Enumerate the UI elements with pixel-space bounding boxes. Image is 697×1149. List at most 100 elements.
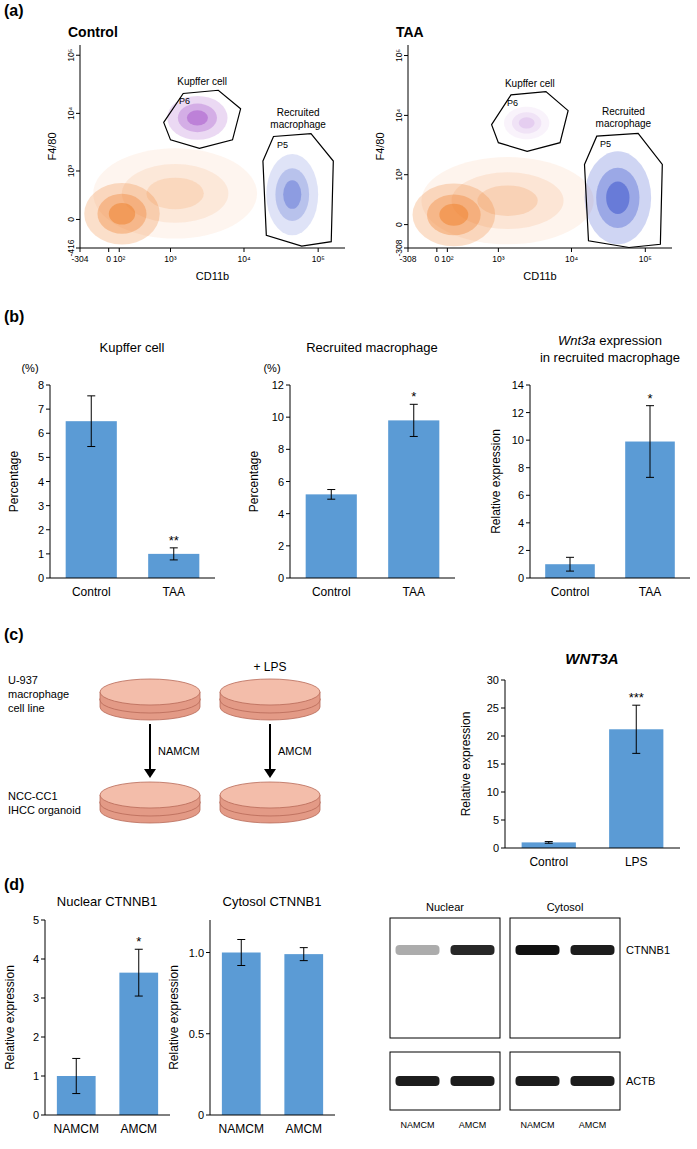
y-axis	[408, 45, 409, 248]
y-tick	[526, 550, 530, 551]
y-tick-label: -416	[66, 239, 76, 256]
y-tick	[501, 736, 505, 737]
diagram: U-937macrophagecell line+ LPSNAMCMAMCMNC…	[8, 660, 320, 823]
y-tick-label: 0	[38, 572, 44, 584]
blot-band	[451, 1076, 495, 1086]
blot-band	[571, 1076, 615, 1086]
y-tick	[76, 219, 80, 220]
y-tick-label: 14	[512, 379, 524, 391]
y-tick-label: 4	[33, 953, 39, 965]
y-tick	[501, 764, 505, 765]
y-tick-label: 0	[278, 572, 284, 584]
y-axis-label: Relative expression	[167, 965, 181, 1070]
title-part: Wnt3a	[558, 333, 596, 348]
x-tick-label: 10²	[441, 254, 453, 264]
gate-label: Kupffer cell	[177, 76, 227, 87]
y-tick-label: 1	[38, 548, 44, 560]
significance: ***	[629, 690, 644, 705]
y-tick-label: 1.0	[189, 947, 204, 959]
panel-label: (d)	[4, 876, 24, 893]
y-tick	[46, 409, 50, 410]
category-label: Control	[72, 585, 111, 599]
x-tick	[498, 248, 499, 252]
bars	[222, 940, 323, 1116]
cell-population	[187, 110, 208, 125]
y-tick	[46, 385, 50, 386]
y-tick-label: 5	[493, 814, 499, 826]
significance: *	[136, 934, 141, 949]
error-cap	[410, 436, 418, 437]
y-tick-label: 0.5	[189, 1028, 204, 1040]
y-unit: (%)	[21, 362, 38, 374]
y-tick-label: 10	[512, 434, 524, 446]
blot-band	[516, 1076, 560, 1086]
dish-top	[220, 782, 320, 808]
blot-frame	[390, 918, 500, 1038]
y-tick	[526, 467, 530, 468]
x-tick	[170, 248, 171, 252]
x-axis	[505, 848, 680, 849]
y-tick-label: 15	[487, 758, 499, 770]
blot-frame	[390, 1052, 500, 1110]
y-tick-label: 25	[487, 702, 499, 714]
x-tick	[447, 248, 448, 252]
arrow-head	[144, 769, 156, 778]
arrow-shaft	[149, 724, 151, 770]
chart-title: TAA	[396, 24, 424, 40]
y-tick	[76, 248, 80, 249]
y-axis-label: F4/80	[46, 132, 58, 160]
y-tick-label: 0	[198, 1109, 204, 1121]
panel-label: (c)	[4, 626, 24, 643]
gate-name: P6	[179, 96, 190, 106]
y-tick	[526, 495, 530, 496]
error-cap	[135, 996, 143, 997]
y-tick	[41, 1037, 45, 1038]
y-tick	[404, 174, 408, 175]
x-tick	[80, 248, 81, 252]
x-tick	[571, 248, 572, 252]
gate-label-line: Recruited	[277, 107, 320, 118]
y-tick	[501, 708, 505, 709]
error-bar	[636, 705, 637, 753]
significance: **	[169, 533, 179, 548]
source-label: cell line	[8, 702, 45, 714]
lane-label: NAMCM	[521, 1120, 555, 1130]
y-tick-label: 20	[487, 730, 499, 742]
y-axis	[80, 45, 81, 248]
y-tick	[76, 113, 80, 114]
y-tick	[286, 449, 290, 450]
medium-label: AMCM	[278, 745, 312, 757]
x-tick-label: 10³	[492, 254, 504, 264]
x-tick-label: 0	[434, 254, 439, 264]
lane-label: AMCM	[459, 1120, 487, 1130]
y-tick	[404, 115, 408, 116]
y-tick	[501, 848, 505, 849]
y-tick	[46, 457, 50, 458]
y-axis-label: Relative expression	[459, 712, 473, 817]
y-tick-label: 0	[518, 572, 524, 584]
y-axis	[45, 920, 46, 1115]
y-tick	[404, 248, 408, 249]
error-cap	[72, 1093, 80, 1094]
x-tick	[318, 248, 319, 252]
error-cap	[300, 947, 308, 948]
x-tick	[243, 248, 244, 252]
gate	[492, 92, 569, 152]
error-cap	[300, 960, 308, 961]
error-bar	[650, 406, 651, 478]
cell-population	[421, 157, 593, 244]
y-tick	[501, 792, 505, 793]
error-cap	[72, 1058, 80, 1059]
y-tick	[404, 224, 408, 225]
blot-group-label: Cytosol	[547, 901, 584, 913]
bars	[66, 396, 200, 578]
bars	[522, 705, 664, 848]
gate	[263, 134, 333, 247]
error-bar	[138, 949, 139, 996]
blot-frame	[510, 918, 620, 1038]
chart-title: Control	[68, 24, 118, 40]
y-tick	[526, 522, 530, 523]
y-axis-label: Relative expression	[3, 965, 17, 1070]
bar	[522, 842, 576, 848]
error-bar	[303, 948, 304, 961]
